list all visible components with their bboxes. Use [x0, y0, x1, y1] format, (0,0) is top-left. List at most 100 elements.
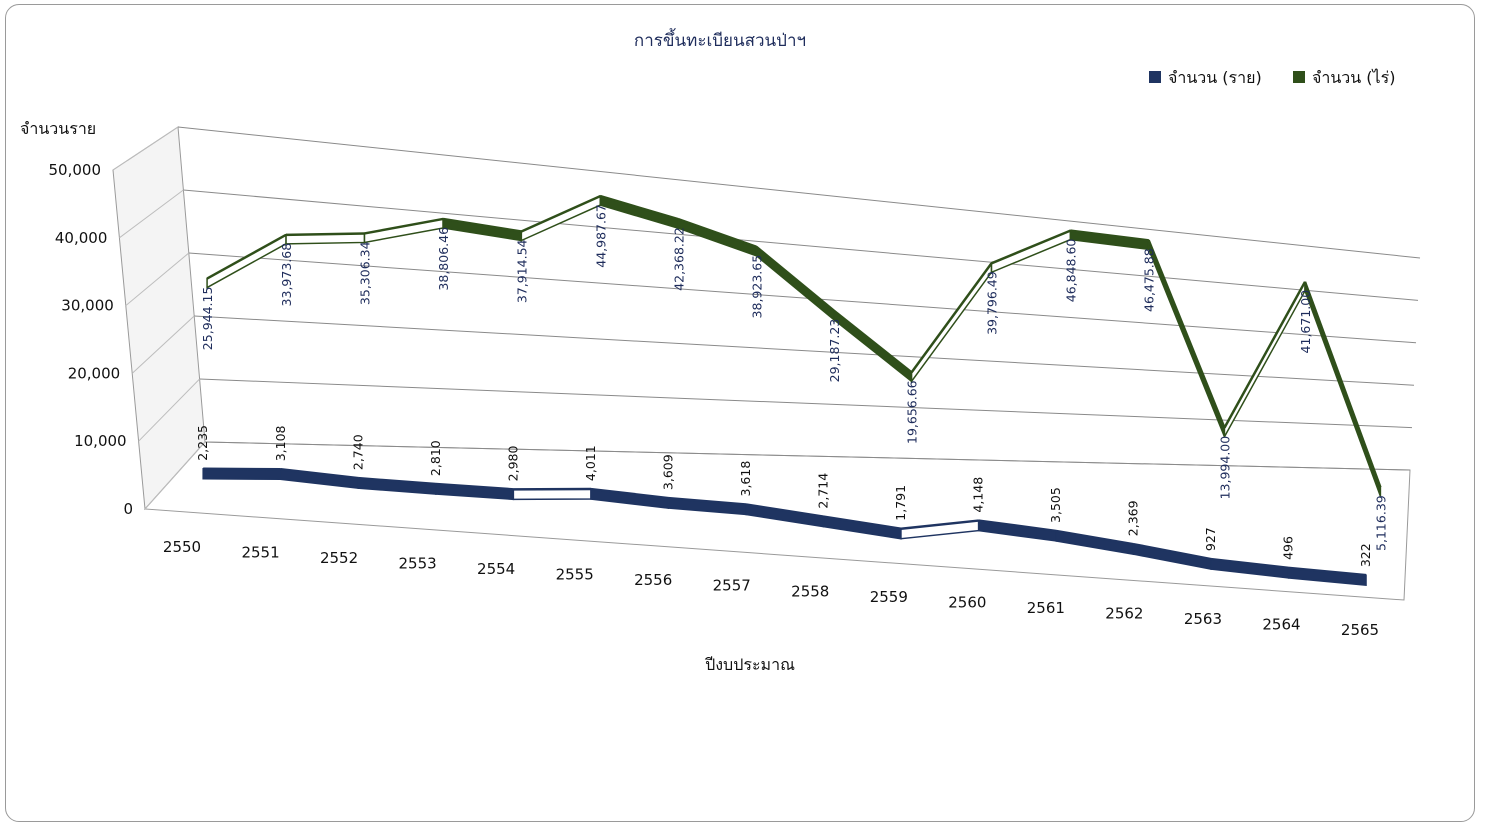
y-tick-label: 0 — [123, 500, 133, 518]
rai-segment-edge — [900, 519, 979, 530]
area-data-label: 37,914.54 — [514, 239, 529, 303]
rai-segment-edge — [1288, 566, 1367, 577]
gridline — [199, 378, 1413, 429]
gridline — [194, 315, 1415, 386]
rai-segment-edge — [1210, 557, 1289, 570]
area-segment-edge — [755, 245, 835, 312]
area-data-label: 35,306.34 — [357, 241, 372, 305]
x-tick-label: 2555 — [556, 566, 594, 584]
y-tick-label: 40,000 — [55, 229, 108, 247]
x-tick-label: 2553 — [399, 555, 437, 573]
area-data-label: 25,944.15 — [200, 287, 215, 351]
area-segment-edge — [991, 229, 1071, 265]
legend-label-rai: จำนวน (ราย) — [1168, 68, 1262, 87]
area-segment-edge — [1147, 239, 1226, 429]
area-segment-edge — [286, 232, 365, 237]
legend: จำนวน (ราย) จำนวน (ไร่) — [1149, 68, 1395, 87]
chart-frame — [5, 4, 1475, 822]
area-data-label: 13,994.00 — [1217, 436, 1232, 500]
gridlines — [112, 126, 1421, 510]
legend-swatch-area — [1293, 71, 1305, 83]
rai-segment-edge — [823, 515, 902, 530]
rai-data-label: 1,791 — [893, 485, 908, 521]
rai-data-label: 2,235 — [195, 425, 210, 461]
chart-walls — [112, 126, 1411, 601]
x-tick-label: 2557 — [713, 577, 751, 595]
rai-segment — [512, 488, 592, 501]
area-data-label: 5,116.39 — [1373, 495, 1388, 551]
side-wall — [112, 126, 206, 511]
area-data-label: 39,796.49 — [985, 271, 1000, 335]
area-data-label: 46,475.88 — [1142, 248, 1157, 312]
rai-segment-edge — [668, 496, 747, 506]
x-tick-label: 2551 — [241, 544, 279, 562]
area-segment-edge — [677, 218, 757, 249]
x-tick-label: 2561 — [1027, 599, 1065, 617]
x-tick-label: 2550 — [163, 538, 201, 556]
side-gridline — [131, 315, 195, 374]
area-segment-edge — [1303, 281, 1382, 488]
x-tick-label: 2560 — [948, 593, 986, 611]
rai-data-label: 4,011 — [583, 445, 598, 481]
side-gridline — [119, 189, 184, 239]
rai-data-label: 2,810 — [428, 440, 443, 476]
gridline — [204, 441, 1411, 471]
rai-data-label: 3,108 — [273, 425, 288, 461]
x-axis-title: ปีงบประมาณ — [705, 655, 795, 674]
x-tick-label: 2559 — [870, 588, 908, 606]
side-gridline — [144, 441, 206, 510]
area-segment-edge — [442, 217, 522, 233]
rai-data-label: 322 — [1358, 543, 1373, 567]
area-data-label: 38,806.46 — [436, 227, 451, 291]
side-gridline — [125, 252, 190, 306]
area-segment-edge — [520, 194, 601, 233]
rai-data-label: 927 — [1203, 527, 1218, 551]
x-tick-label: 2564 — [1262, 615, 1300, 633]
rai-data-label: 2,369 — [1126, 500, 1141, 536]
y-tick-label: 50,000 — [49, 161, 102, 179]
area-segment-edge — [599, 194, 679, 221]
gridline — [177, 126, 1421, 259]
area-data-label: 42,368.22 — [671, 227, 686, 291]
rai-segment-edge — [745, 503, 824, 518]
rai-data-label: 3,618 — [738, 461, 753, 497]
area-data-label: 46,848.60 — [1063, 239, 1078, 303]
x-tick-label: 2563 — [1184, 610, 1222, 628]
rai-data-label: 2,980 — [505, 445, 520, 481]
y-tick-label: 10,000 — [74, 432, 127, 450]
y-tick-label: 30,000 — [61, 297, 114, 315]
rai-segment-edge — [1133, 542, 1212, 561]
area-segment — [599, 195, 680, 230]
chart-title: การขึ้นทะเบียนสวนป่าฯ — [634, 28, 806, 51]
y-axis-title: จำนวนราย — [20, 119, 96, 138]
side-gridline — [138, 378, 200, 442]
rai-data-label: 496 — [1281, 536, 1296, 560]
y-tick-label: 20,000 — [68, 364, 121, 382]
area-data-label: 33,973.68 — [279, 243, 294, 307]
area-data-label: 41,671.00 — [1298, 290, 1313, 354]
gridline — [183, 189, 1419, 301]
rai-segment-edge — [358, 476, 436, 486]
area-data-label: 38,923.65 — [749, 255, 764, 319]
area-segment-edge — [910, 262, 993, 374]
rai-segment-edge — [280, 468, 359, 480]
rai-segment-edge — [590, 487, 669, 500]
area-segment-edge — [364, 217, 444, 235]
area-segment-edge — [206, 233, 287, 280]
x-tick-label: 2558 — [791, 582, 829, 600]
gridline — [188, 252, 1417, 344]
area-data-label: 44,987.67 — [593, 204, 608, 268]
area-segment-edge — [833, 309, 913, 374]
rai-segment-edge — [1055, 529, 1134, 546]
legend-swatch-rai — [1149, 71, 1161, 83]
area-segment-edge — [1223, 281, 1307, 429]
legend-label-area: จำนวน (ไร่) — [1312, 68, 1395, 87]
area-data-label: 29,187.23 — [827, 319, 842, 383]
rai-data-label: 3,609 — [660, 454, 675, 490]
data-labels: 25,944.15 33,973.68 35,306.34 38,806.46 37,9… — [195, 204, 1388, 567]
axes: 0 10,000 20,000 30,000 40,000 50,000 2550 2551 2… — [49, 161, 1380, 639]
rai-segment-edge — [978, 519, 1057, 533]
series-layer — [202, 194, 1382, 586]
rai-data-label: 2,714 — [815, 473, 830, 509]
